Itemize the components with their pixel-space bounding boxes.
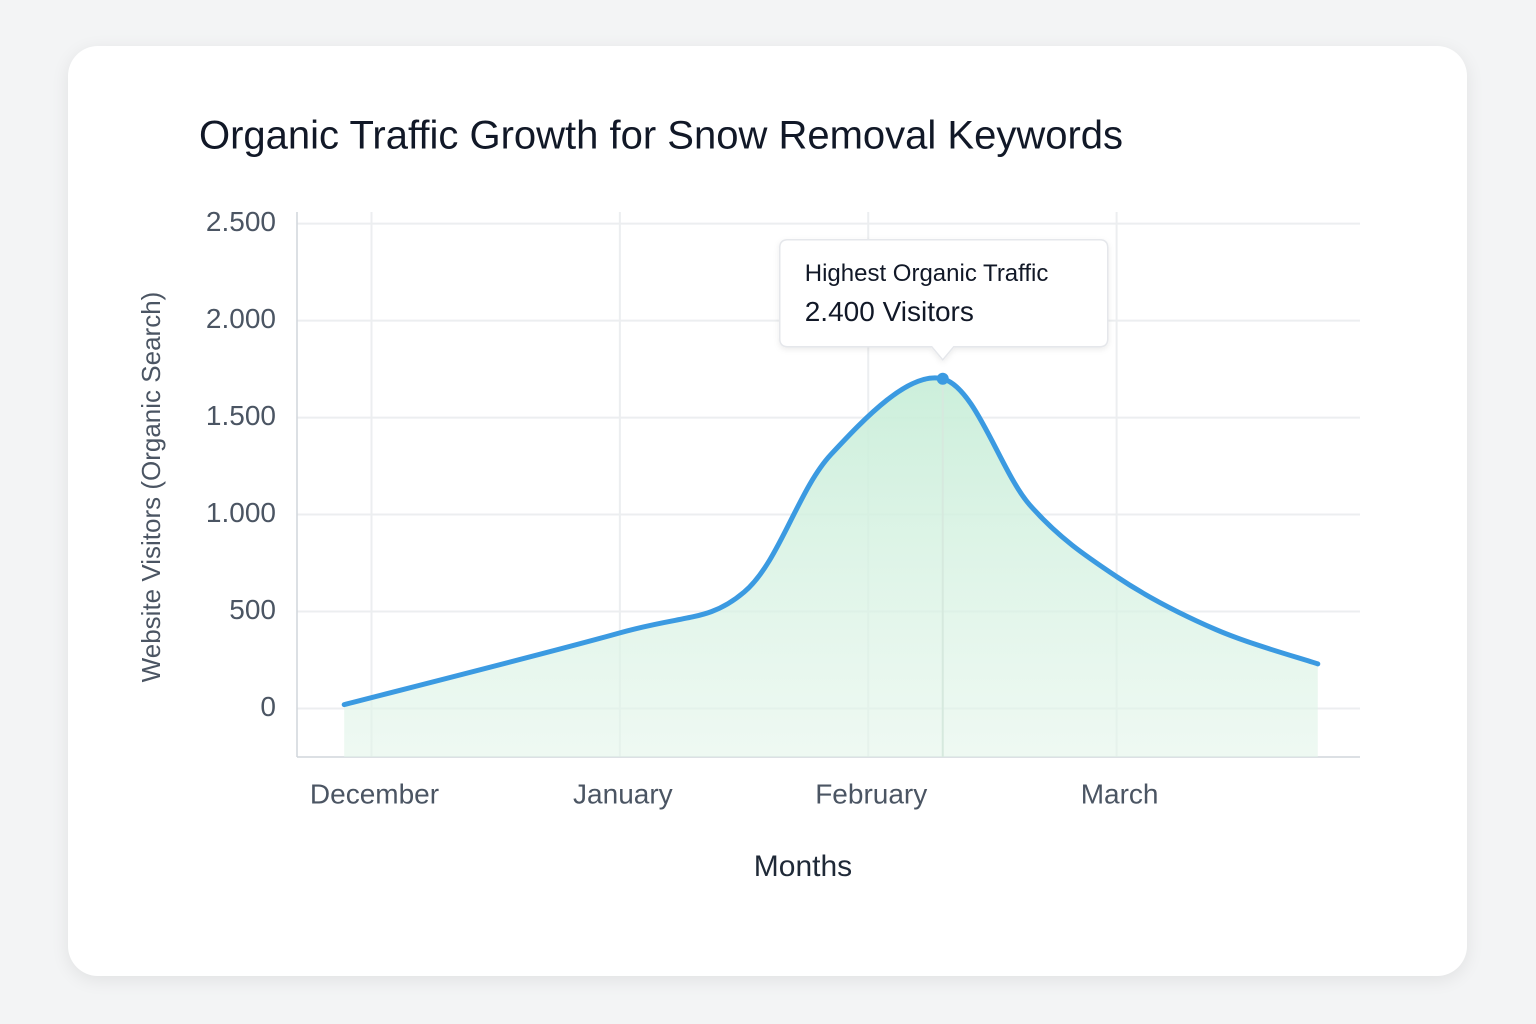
x-tick-label: December [310, 778, 439, 809]
y-tick-label: 1.500 [206, 400, 276, 431]
y-tick-label: 1.000 [206, 497, 276, 528]
annotation-text: 2.400 Visitors [805, 296, 974, 327]
x-tick-label: January [573, 778, 673, 809]
card [68, 46, 1467, 976]
line [341, 375, 1321, 708]
x-tick-label: March [1081, 778, 1159, 809]
x-axis-title: Months [754, 850, 852, 883]
area [344, 377, 1318, 757]
y-tick-label: 0 [260, 691, 276, 722]
annotation-title: Highest Organic Traffic [805, 260, 1049, 287]
y-tick-label: 500 [229, 594, 276, 625]
annotation-box [778, 239, 1109, 361]
y-tick-label: 2.000 [206, 303, 276, 334]
y-axis-title: Website Visitors (Organic Search) [136, 292, 166, 683]
chart-title: Organic Traffic Growth for Snow Removal … [199, 114, 1123, 158]
x-tick-label: February [815, 778, 927, 809]
y-tick-label: 2.500 [206, 206, 276, 237]
peak-marker [936, 372, 949, 385]
